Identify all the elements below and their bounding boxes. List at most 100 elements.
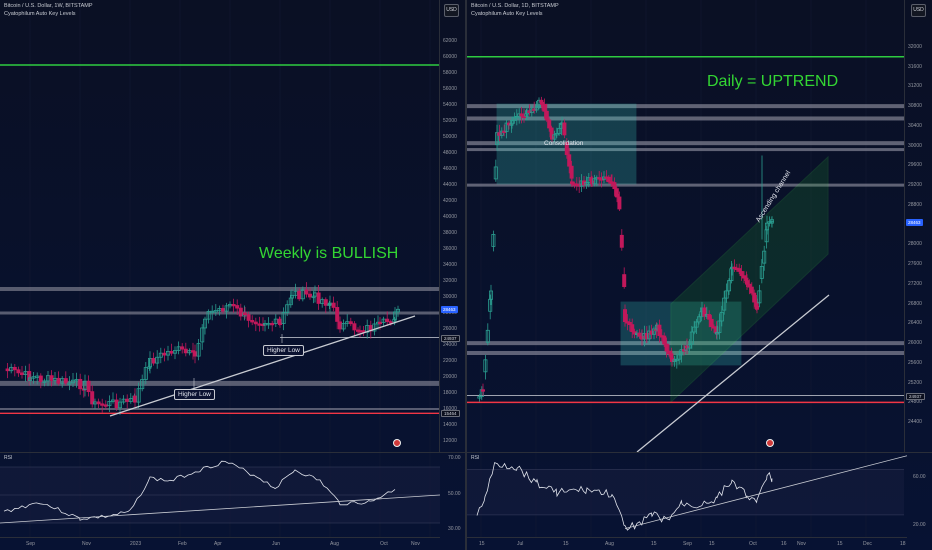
price-tick: 18000	[443, 390, 457, 396]
time-tick: 15	[837, 541, 843, 547]
weekly-bullish-annotation: Weekly is BULLISH	[259, 245, 399, 262]
rsi-tick: 50.00	[448, 491, 461, 497]
time-tick: Nov	[797, 541, 806, 547]
time-tick: Jun	[272, 541, 281, 547]
weekly-chart-pane[interactable]: Bitcoin / U.S. Dollar, 1W, BITSTAMP Cyat…	[0, 0, 465, 550]
candle-body	[143, 367, 148, 380]
candle-body	[552, 134, 557, 140]
price-tick: 20000	[443, 374, 457, 380]
time-tick: Apr	[214, 541, 222, 547]
candle-body	[151, 357, 156, 364]
time-tick: Feb	[178, 541, 187, 547]
candle-body	[644, 332, 649, 340]
price-tick: 25200	[908, 379, 922, 386]
candle-body	[741, 275, 746, 279]
candle-body	[707, 314, 712, 320]
currency-button[interactable]: USD	[444, 4, 459, 17]
price-tick: 22000	[443, 358, 457, 364]
price-tick: 26400	[908, 320, 922, 327]
daily-uptrend-annotation: Daily = UPTREND	[707, 73, 839, 90]
price-axis[interactable]: 62000 60000 58000 56000 54000 52000 50000 48000…	[439, 0, 465, 452]
candle-body	[497, 132, 502, 136]
candle-body	[744, 280, 749, 285]
candle-body	[480, 389, 485, 392]
candle-body	[724, 290, 729, 299]
price-tick: 60000	[443, 54, 457, 60]
weekly-indicator-name[interactable]: Cyatophilum Auto Key Levels	[4, 10, 76, 17]
candle-body	[304, 289, 309, 295]
candle-body	[709, 318, 714, 328]
candle-body	[289, 294, 294, 299]
rsi-band	[467, 469, 904, 515]
candle-body	[764, 222, 769, 231]
candle-body	[281, 312, 286, 324]
key-level-band	[467, 341, 904, 346]
currency-button[interactable]: USD	[911, 4, 926, 17]
candle-body	[5, 368, 10, 372]
candle-body	[136, 388, 141, 403]
time-tick: Oct	[380, 541, 388, 547]
price-tick: 14000	[443, 422, 457, 428]
candle-body	[483, 359, 488, 373]
price-tick: 29200	[908, 182, 922, 189]
trendline	[109, 315, 416, 417]
candle-body	[200, 327, 205, 343]
candle-body	[657, 324, 662, 337]
price-tick: 36000	[443, 246, 457, 252]
weekly-chart-canvas[interactable]	[0, 0, 465, 550]
candle-body	[666, 350, 671, 355]
candle-body	[677, 354, 682, 360]
candle-body	[485, 329, 490, 343]
candle-body	[692, 326, 697, 333]
candle-body	[669, 353, 674, 359]
candle-body	[78, 378, 83, 390]
candle-body	[488, 290, 493, 300]
weekly-symbol-title[interactable]: Bitcoin / U.S. Dollar, 1W, BITSTAMP	[4, 3, 93, 9]
time-axis[interactable]: Sep Nov 2023 Feb Apr Jun Aug Oct Nov	[0, 537, 440, 550]
candle-body	[147, 357, 152, 368]
price-tick: 40000	[443, 214, 457, 220]
candle-body	[348, 321, 353, 325]
candle-body	[90, 391, 95, 405]
candle-body	[114, 399, 119, 409]
time-tick: 15	[563, 541, 569, 547]
candle-body	[762, 250, 767, 264]
price-tick: 31200	[908, 83, 922, 90]
candle-body	[357, 330, 362, 333]
candle-body	[726, 280, 731, 292]
daily-chart-header: Bitcoin / U.S. Dollar, 1D, BITSTAMP Cyat…	[471, 3, 559, 18]
key-level-band	[467, 141, 904, 146]
candle-body	[307, 293, 312, 298]
daily-symbol-title[interactable]: Bitcoin / U.S. Dollar, 1D, BITSTAMP	[471, 3, 559, 9]
candle-body	[257, 323, 262, 326]
price-tick: 46000	[443, 166, 457, 172]
candle-body	[493, 166, 498, 180]
price-axis[interactable]: 32000 31600 31200 30800 30400 30000 29600 29200…	[904, 0, 931, 452]
price-tick: 24000	[443, 342, 457, 348]
candle-body	[165, 350, 170, 356]
flag-icon[interactable]	[393, 439, 401, 447]
daily-indicator-name[interactable]: Cyatophilum Auto Key Levels	[471, 10, 543, 17]
candle-body	[649, 330, 654, 335]
candle-body	[192, 351, 197, 357]
key-level-tag: 24937	[906, 392, 925, 400]
daily-chart-pane[interactable]: Bitcoin / U.S. Dollar, 1D, BITSTAMP Cyat…	[467, 0, 932, 550]
candle-body	[749, 286, 754, 294]
candle-body	[679, 349, 684, 356]
daily-chart-canvas[interactable]	[467, 0, 932, 550]
candle-body	[180, 346, 185, 350]
candle-body	[637, 332, 642, 337]
last-price-tag: 28463	[441, 306, 458, 314]
candle-body	[107, 401, 112, 407]
candle-body	[196, 343, 201, 357]
candle-body	[752, 292, 757, 303]
last-price-tag: 28463	[906, 218, 923, 226]
candle-body	[316, 292, 321, 304]
candle-body	[606, 176, 611, 183]
candle-body	[547, 119, 552, 129]
key-level-band	[467, 116, 904, 121]
time-axis[interactable]: 15 Jul 15 Aug 15 Sep 15 Oct 16 Nov 15 Dec 18	[467, 537, 907, 550]
price-tick: 38000	[443, 230, 457, 236]
pane-divider[interactable]	[465, 0, 467, 550]
flag-icon[interactable]	[766, 439, 774, 447]
